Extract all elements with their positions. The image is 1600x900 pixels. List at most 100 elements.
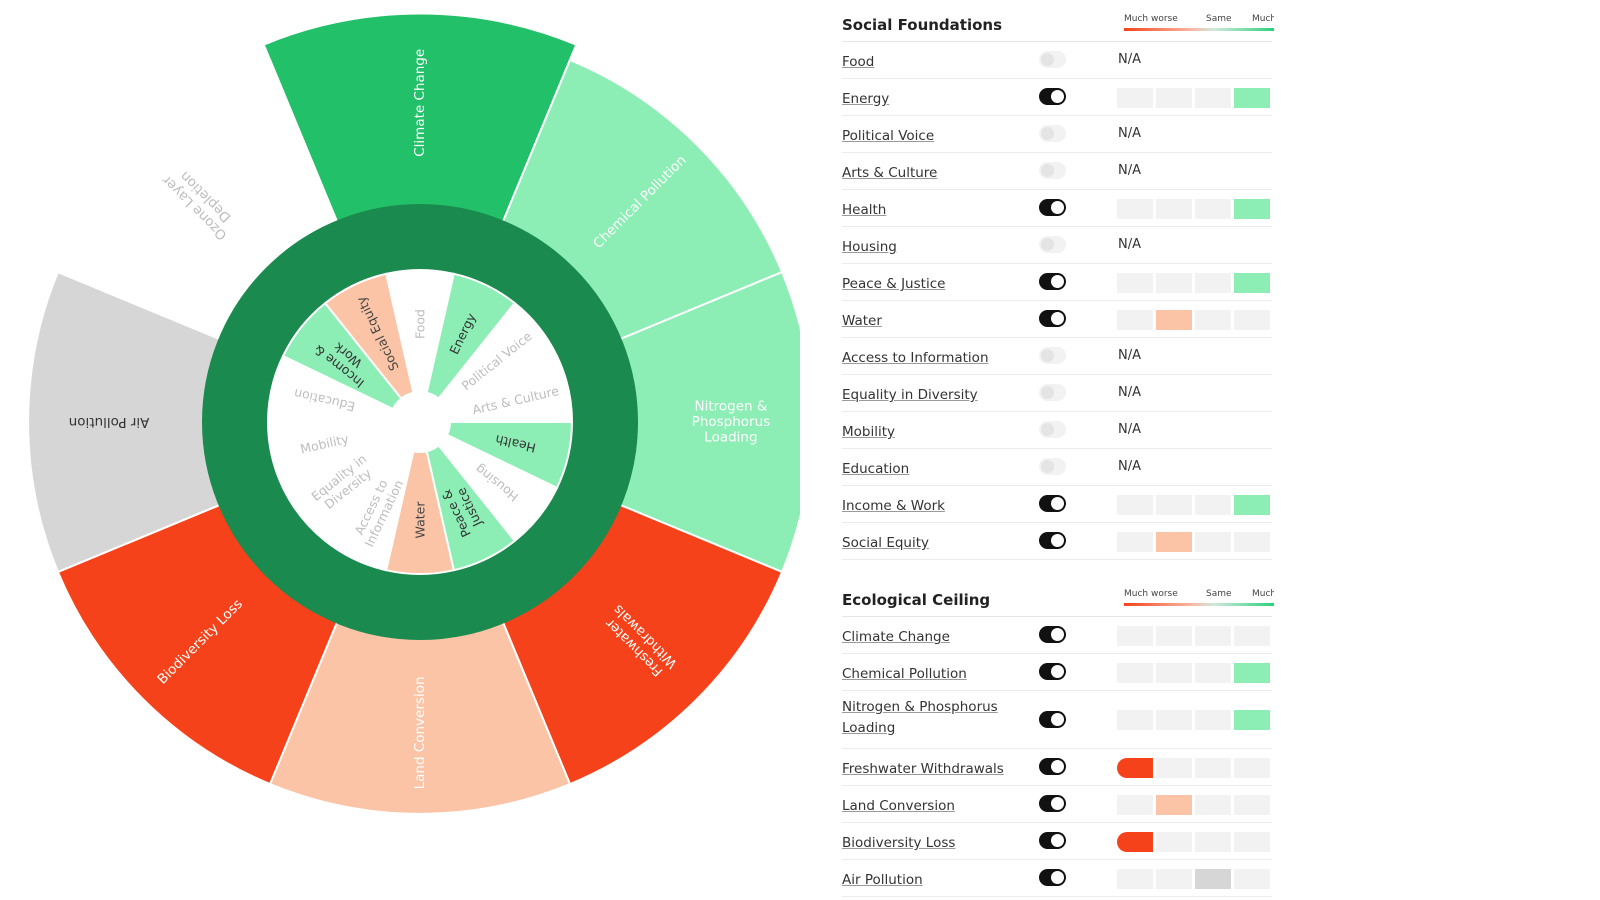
scale-cell [1234, 758, 1270, 778]
indicator-link-health[interactable]: Health [842, 202, 887, 218]
toggle-switch[interactable] [1039, 384, 1066, 401]
indicator-link-food[interactable]: Food [842, 54, 875, 70]
indicator-row-chemical-pollution: Chemical Pollution [842, 654, 1272, 691]
scale-cell [1117, 310, 1153, 330]
toggle-switch[interactable] [1039, 758, 1066, 775]
toggle-switch[interactable] [1039, 273, 1066, 290]
scale-cell [1117, 663, 1153, 683]
not-available-text: N/A [1118, 422, 1141, 437]
indicator-link-climate-change[interactable]: Climate Change [842, 629, 950, 645]
status-scale [1117, 495, 1272, 515]
inner-food-label: Food [413, 309, 428, 339]
not-available-text: N/A [1118, 385, 1141, 400]
indicator-link-air-pollution[interactable]: Air Pollution [842, 872, 923, 888]
scale-cell [1117, 758, 1153, 778]
not-available-text: N/A [1118, 348, 1141, 363]
scale-cell [1156, 758, 1192, 778]
scale-cell [1156, 626, 1192, 646]
status-scale [1117, 869, 1272, 889]
scale-cell [1117, 199, 1153, 219]
status-scale [1117, 199, 1272, 219]
outer-air-pollution-label: Air Pollution [69, 414, 150, 430]
indicator-row-water: Water [842, 301, 1272, 338]
indicator-row-climate-change: Climate Change [842, 617, 1272, 654]
toggle-switch[interactable] [1039, 162, 1066, 179]
legend-much-better: Much better [1252, 14, 1274, 24]
toggle-switch[interactable] [1039, 626, 1066, 643]
toggle-switch[interactable] [1039, 495, 1066, 512]
indicator-link-political-voice[interactable]: Political Voice [842, 128, 935, 144]
toggle-switch[interactable] [1039, 663, 1066, 680]
toggle-switch[interactable] [1039, 421, 1066, 438]
scale-cell [1234, 832, 1270, 852]
legend-much-better: Much better [1252, 589, 1274, 599]
indicator-link-housing[interactable]: Housing [842, 239, 897, 255]
indicator-link-energy[interactable]: Energy [842, 91, 890, 107]
indicator-link-equality-in-diversity[interactable]: Equality in Diversity [842, 387, 978, 403]
indicator-link-water[interactable]: Water [842, 313, 882, 329]
scale-legend: Much worse Same Much better [1124, 14, 1274, 34]
scale-cell [1195, 273, 1231, 293]
scale-cell [1156, 663, 1192, 683]
indicator-link-access-to-information[interactable]: Access to Information [842, 350, 989, 366]
toggle-switch[interactable] [1039, 458, 1066, 475]
indicator-link-social-equity[interactable]: Social Equity [842, 535, 930, 551]
indicator-link-arts-and-culture[interactable]: Arts & Culture [842, 165, 938, 181]
indicator-row-income-and-work: Income & Work [842, 486, 1272, 523]
indicator-row-land-conversion: Land Conversion [842, 786, 1272, 823]
scale-cell [1156, 495, 1192, 515]
scale-cell [1117, 495, 1153, 515]
status-scale [1117, 663, 1272, 683]
scale-cell [1234, 199, 1270, 219]
scale-cell [1117, 626, 1153, 646]
not-available-text: N/A [1118, 163, 1141, 178]
scale-cell [1195, 310, 1231, 330]
toggle-switch[interactable] [1039, 199, 1066, 216]
scale-cell [1195, 199, 1231, 219]
indicator-link-biodiversity-loss[interactable]: Biodiversity Loss [842, 835, 956, 851]
indicator-link-freshwater-withdrawals[interactable]: Freshwater Withdrawals [842, 761, 1004, 777]
indicator-row-nitrogen-and-phosphorus-loading: Nitrogen & Phosphorus Loading [842, 691, 1272, 749]
section-social-foundations: Social Foundations Much worse Same Much bet… [842, 6, 1274, 560]
section-header: Social Foundations Much worse Same Much bet… [842, 6, 1274, 42]
scale-cell [1234, 88, 1270, 108]
toggle-switch[interactable] [1039, 795, 1066, 812]
indicator-link-land-conversion[interactable]: Land Conversion [842, 798, 955, 814]
scale-cell [1156, 88, 1192, 108]
toggle-switch[interactable] [1039, 88, 1066, 105]
toggle-switch[interactable] [1039, 125, 1066, 142]
indicator-link-peace-and-justice[interactable]: Peace & Justice [842, 276, 946, 292]
indicator-link-chemical-pollution[interactable]: Chemical Pollution [842, 666, 967, 682]
inner-water-label: Water [413, 501, 428, 539]
scale-cell [1195, 626, 1231, 646]
indicator-row-energy: Energy [842, 79, 1272, 116]
scale-cell [1117, 273, 1153, 293]
toggle-switch[interactable] [1039, 532, 1066, 549]
outer-nitrogen-and-phosphorus-loading-label: Nitrogen & [694, 398, 767, 414]
indicator-row-biodiversity-loss: Biodiversity Loss [842, 823, 1272, 860]
toggle-switch[interactable] [1039, 51, 1066, 68]
indicator-row-political-voice: Political Voice N/A [842, 116, 1272, 153]
indicator-link-income-and-work[interactable]: Income & Work [842, 498, 945, 514]
indicator-link-nitrogen-and-phosphorus-loading[interactable]: Nitrogen & Phosphorus Loading [842, 699, 998, 736]
indicator-row-education: Education N/A [842, 449, 1272, 486]
not-available-text: N/A [1118, 237, 1141, 252]
scale-cell [1156, 532, 1192, 552]
indicator-link-mobility[interactable]: Mobility [842, 424, 896, 440]
toggle-switch[interactable] [1039, 869, 1066, 886]
doughnut-safe-space-ring [202, 204, 638, 640]
toggle-switch[interactable] [1039, 236, 1066, 253]
scale-cell [1234, 663, 1270, 683]
legend-much-worse: Much worse [1124, 14, 1178, 24]
toggle-switch[interactable] [1039, 310, 1066, 327]
scale-cell [1117, 710, 1153, 730]
toggle-switch[interactable] [1039, 832, 1066, 849]
toggle-switch[interactable] [1039, 711, 1066, 728]
indicator-link-education[interactable]: Education [842, 461, 910, 477]
scale-legend: Much worse Same Much better [1124, 589, 1274, 609]
scale-cell [1234, 310, 1270, 330]
scale-cell [1234, 869, 1270, 889]
toggle-switch[interactable] [1039, 347, 1066, 364]
indicator-row-housing: Housing N/A [842, 227, 1272, 264]
